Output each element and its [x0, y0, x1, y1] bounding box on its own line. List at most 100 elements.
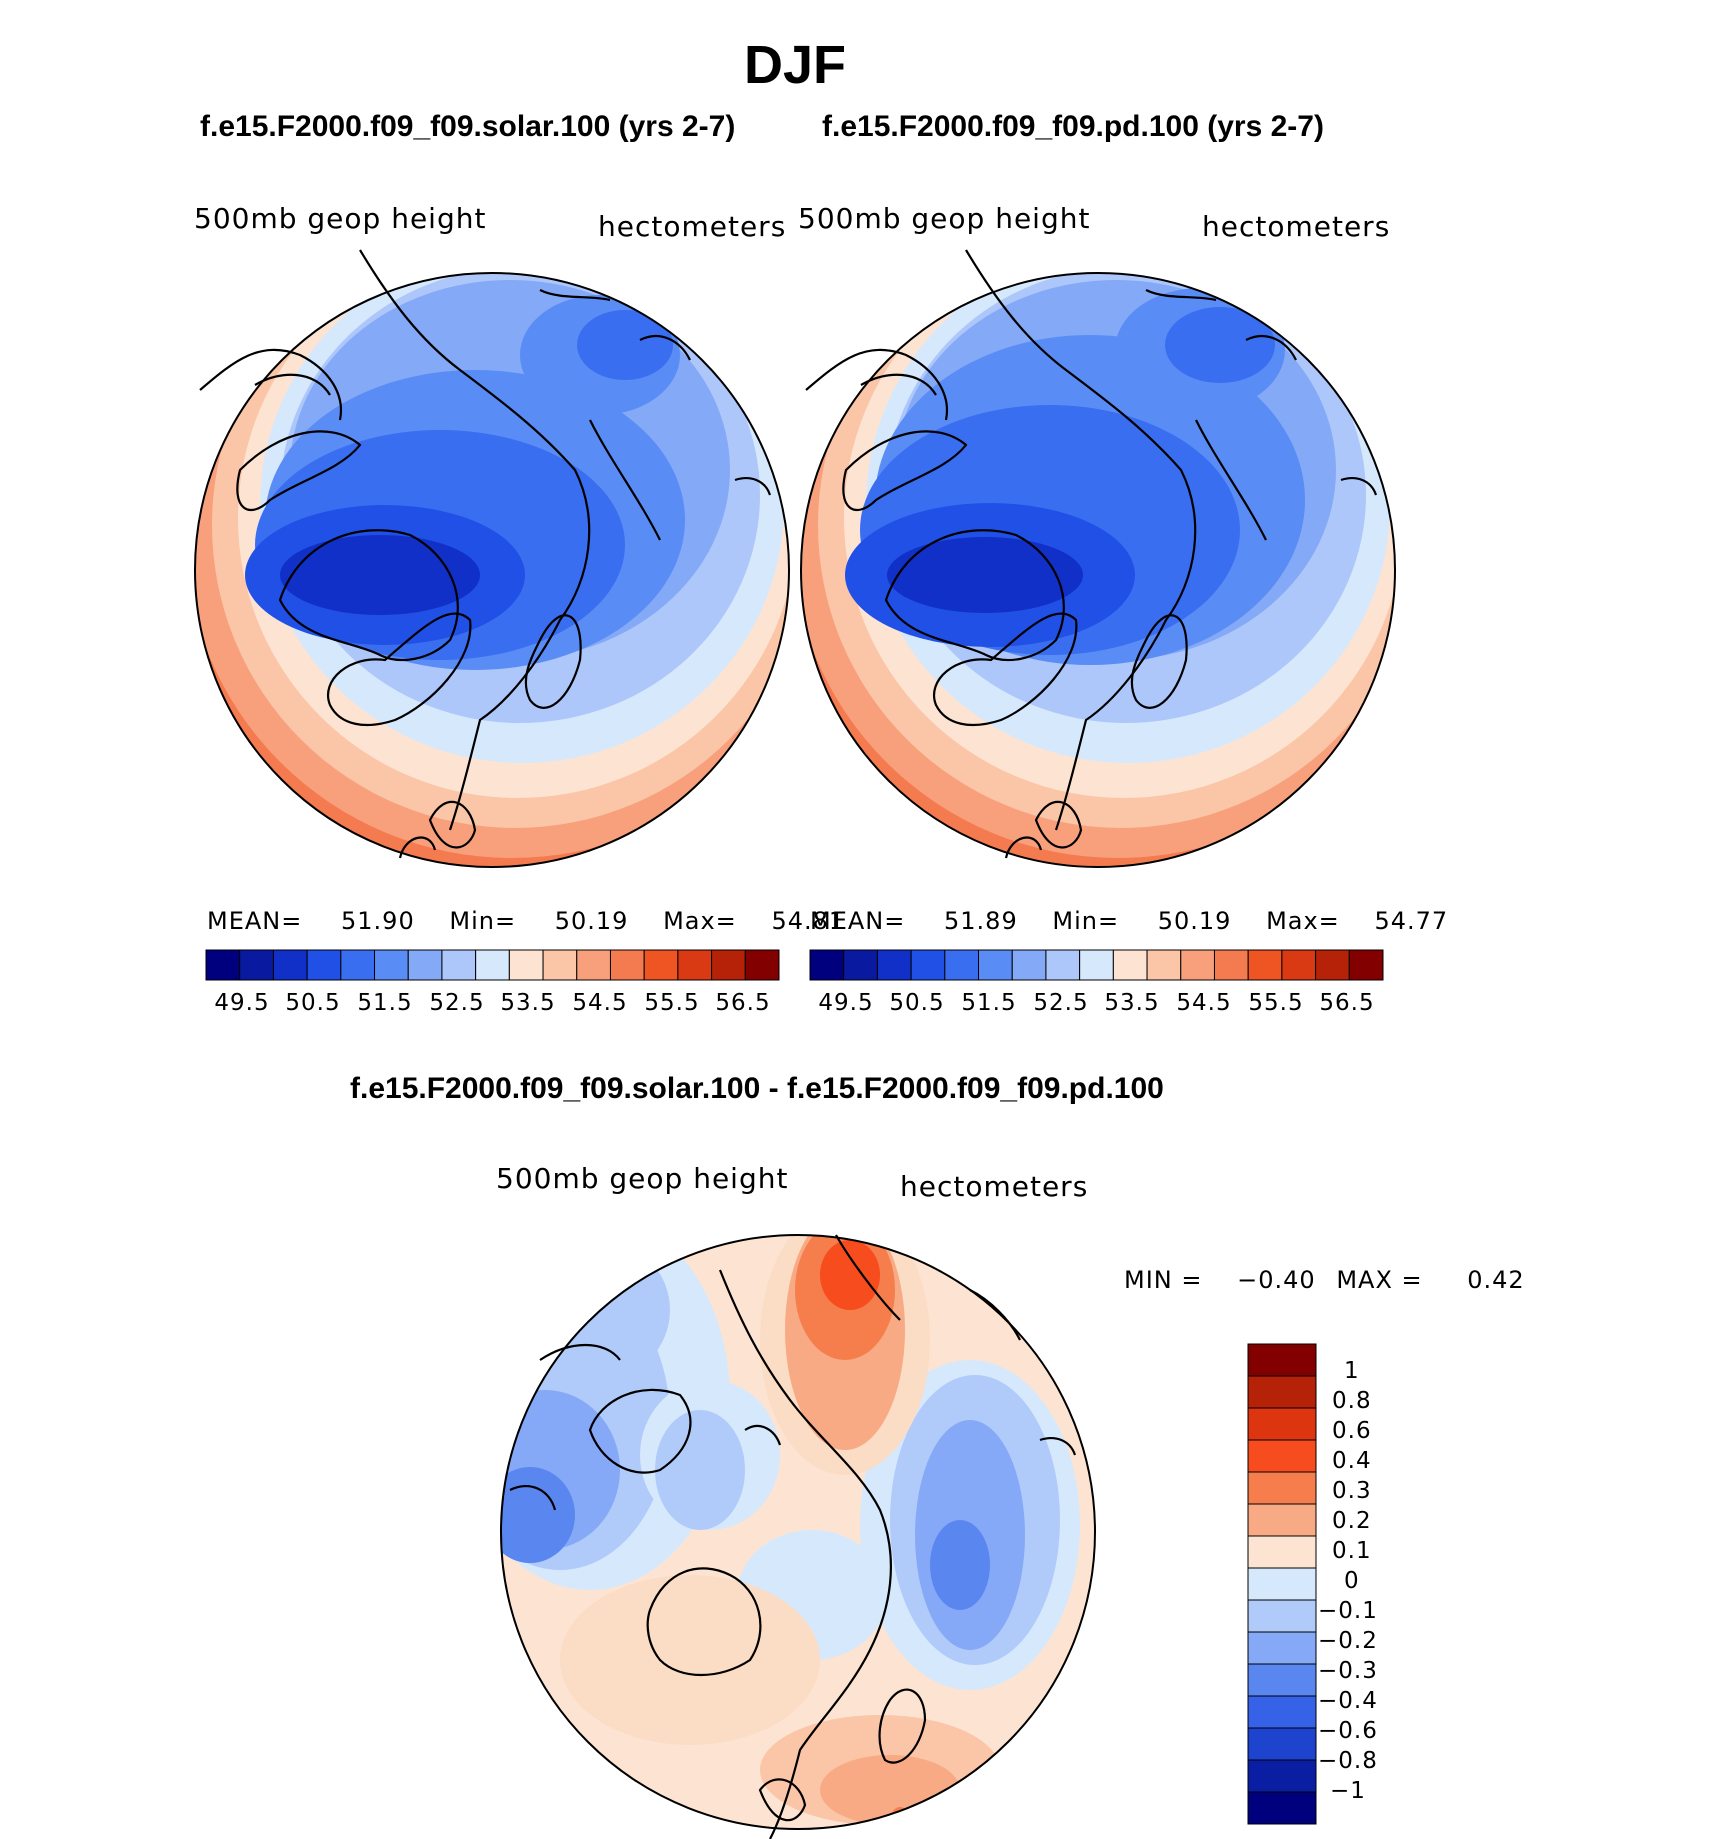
right-colorbar-swatch: [1146, 949, 1182, 981]
diff-colorbar-swatch: [1247, 1759, 1317, 1793]
left-colorbar-tick: 54.5: [572, 990, 628, 1016]
diff-colorbar-swatch: [1247, 1663, 1317, 1697]
right-colorbar-swatch: [1180, 949, 1215, 981]
right-colorbar-swatch: [1079, 949, 1114, 981]
left-colorbar-swatch: [239, 949, 274, 981]
diff-colorbar: [1247, 1343, 1317, 1825]
diff-title: f.e15.F2000.f09_f09.solar.100 - f.e15.F2…: [350, 1072, 1164, 1105]
right-mean-value: 51.89: [944, 907, 1018, 935]
left-colorbar-tick: 53.5: [500, 990, 556, 1016]
diff-colorbar-tick: 0.3: [1332, 1478, 1372, 1504]
left-polar-map: [194, 249, 790, 868]
right-colorbar-tick: 52.5: [1033, 990, 1089, 1016]
right-colorbar-tick: 53.5: [1104, 990, 1160, 1016]
diff-colorbar-tick: −0.3: [1318, 1658, 1378, 1684]
left-colorbar-swatch: [508, 949, 544, 981]
diff-colorbar-swatch: [1247, 1599, 1317, 1633]
diff-field-label: 500mb geop height: [496, 1162, 789, 1195]
left-colorbar-swatch: [542, 949, 578, 981]
left-colorbar-swatch: [475, 949, 510, 981]
diff-colorbar-swatch: [1247, 1695, 1317, 1729]
diff-colorbar-tick: 0: [1344, 1568, 1360, 1594]
right-colorbar-tick: 49.5: [818, 990, 874, 1016]
left-max-label: Max=: [663, 907, 737, 935]
left-colorbar-swatch: [340, 949, 376, 981]
diff-max-label: MAX =: [1336, 1266, 1423, 1294]
left-colorbar-swatch: [711, 949, 746, 981]
right-colorbar-tick: 50.5: [889, 990, 945, 1016]
left-field-label: 500mb geop height: [194, 202, 487, 235]
left-colorbar-swatch: [441, 949, 477, 981]
diff-colorbar-swatch: [1247, 1471, 1317, 1505]
diff-colorbar-swatch: [1247, 1407, 1317, 1441]
right-field-label: 500mb geop height: [798, 202, 1091, 235]
left-colorbar-tick: 51.5: [357, 990, 413, 1016]
right-colorbar-tick: 56.5: [1319, 990, 1375, 1016]
right-mean-label: MEAN=: [810, 907, 906, 935]
diff-colorbar-swatch: [1247, 1727, 1317, 1761]
diff-colorbar-swatch: [1247, 1375, 1317, 1409]
left-colorbar-tick: 50.5: [285, 990, 341, 1016]
right-min-value: 50.19: [1157, 907, 1232, 935]
diff-colorbar-swatch: [1247, 1343, 1317, 1377]
right-colorbar-tick: 55.5: [1248, 990, 1304, 1016]
left-mean-value: 51.90: [341, 907, 415, 935]
diff-colorbar-tick: −0.6: [1318, 1718, 1378, 1744]
right-colorbar-swatch: [876, 949, 912, 981]
right-colorbar-swatch: [1045, 949, 1081, 981]
diff-colorbar-swatch: [1247, 1567, 1317, 1601]
left-min-value: 50.19: [554, 907, 629, 935]
diff-colorbar-swatch: [1247, 1503, 1317, 1537]
left-mean-label: MEAN=: [207, 907, 303, 935]
left-colorbar-swatch: [374, 949, 409, 981]
right-colorbar-swatch: [1213, 949, 1249, 981]
right-colorbar-swatch: [1112, 949, 1148, 981]
diff-colorbar-tick: −0.4: [1318, 1688, 1378, 1714]
right-colorbar-tick: 54.5: [1176, 990, 1232, 1016]
diff-colorbar-swatch: [1247, 1791, 1317, 1825]
right-max-value: 54.77: [1374, 907, 1449, 935]
left-colorbar-tick: 55.5: [644, 990, 700, 1016]
diff-units-label: hectometers: [900, 1170, 1089, 1203]
diff-colorbar-swatch: [1247, 1535, 1317, 1569]
left-colorbar-swatch: [744, 949, 780, 981]
left-colorbar-swatch: [677, 949, 713, 981]
diff-colorbar-tick: −0.2: [1318, 1628, 1378, 1654]
diff-colorbar-tick: −0.1: [1318, 1598, 1378, 1624]
right-colorbar-swatch: [1247, 949, 1283, 981]
figure-title: DJF: [743, 35, 846, 95]
diff-colorbar-tick: 0.8: [1332, 1388, 1372, 1414]
diff-max-value: 0.42: [1467, 1266, 1525, 1294]
left-colorbar-swatch: [205, 949, 241, 981]
diff-colorbar-swatch: [1247, 1439, 1317, 1473]
right-case-title: f.e15.F2000.f09_f09.pd.100 (yrs 2-7): [822, 110, 1324, 143]
left-colorbar-swatch: [306, 949, 342, 981]
right-colorbar-swatch: [1348, 949, 1384, 981]
diff-colorbar-tick: 0.1: [1332, 1538, 1372, 1564]
left-colorbar-tick: 52.5: [429, 990, 485, 1016]
diff-stats: MIN = −0.40 MAX = 0.42: [1124, 1266, 1525, 1294]
diff-min-label: MIN =: [1124, 1266, 1203, 1294]
diff-colorbar-tick: 0.2: [1332, 1508, 1372, 1534]
diff-colorbar-tick: 0.4: [1332, 1448, 1372, 1474]
diff-colorbar-tick: 1: [1344, 1358, 1360, 1384]
left-colorbar-swatch: [576, 949, 611, 981]
left-colorbar: [205, 949, 780, 981]
diff-colorbar-tick: 0.6: [1332, 1418, 1372, 1444]
left-case-title: f.e15.F2000.f09_f09.solar.100 (yrs 2-7): [200, 110, 736, 143]
right-colorbar-swatch: [910, 949, 946, 981]
right-min-label: Min=: [1052, 907, 1120, 935]
left-colorbar-swatch: [272, 949, 308, 981]
right-colorbar-swatch: [809, 949, 845, 981]
right-stats: MEAN= 51.89 Min= 50.19 Max= 54.77: [810, 907, 1448, 935]
right-max-label: Max=: [1266, 907, 1340, 935]
left-colorbar-swatch: [643, 949, 679, 981]
left-min-label: Min=: [449, 907, 517, 935]
right-polar-map: [800, 249, 1396, 868]
left-units-label: hectometers: [598, 210, 787, 243]
difference-polar-map: [500, 1234, 1096, 1839]
right-colorbar-swatch: [944, 949, 980, 981]
left-colorbar-swatch: [407, 949, 443, 981]
left-stats: MEAN= 51.90 Min= 50.19 Max= 54.81: [207, 907, 845, 935]
